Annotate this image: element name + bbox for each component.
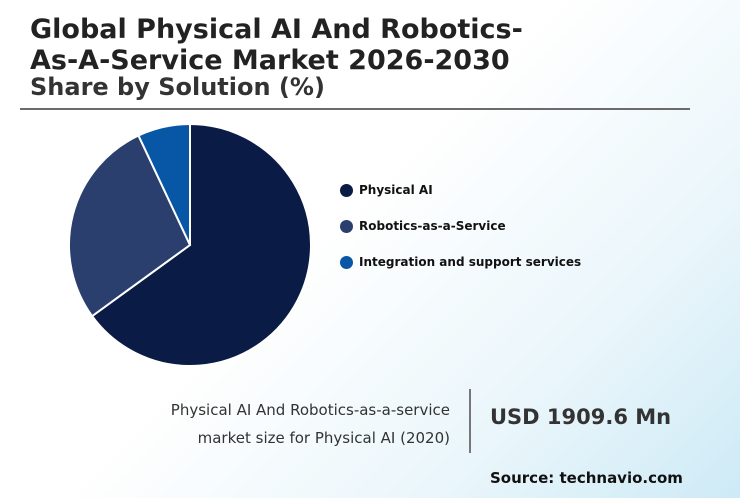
chart-subtitle: Share by Solution (%) [30, 73, 325, 101]
legend-item: Physical AI [340, 172, 581, 208]
chart-legend: Physical AI Robotics-as-a-Service Integrat… [340, 172, 581, 280]
legend-item: Robotics-as-a-Service [340, 208, 581, 244]
legend-item: Integration and support services [340, 244, 581, 280]
legend-label: Physical AI [359, 183, 433, 197]
stat-value: USD 1909.6 Mn [490, 405, 672, 429]
title-divider [20, 108, 690, 110]
source-credit: Source: technavio.com [490, 469, 683, 487]
legend-label: Integration and support services [359, 255, 582, 269]
pie-slice-physical-ai [90, 122, 312, 367]
stat-label: Physical AI And Robotics-as-a-service ma… [120, 396, 450, 452]
chart-title: Global Physical AI And Robotics-As-A-Ser… [30, 14, 523, 76]
legend-swatch [340, 219, 353, 233]
stat-label-line2: market size for Physical AI (2020) [197, 429, 450, 447]
pie-slice-integration-and-support-services [137, 122, 191, 246]
stat-label-line1: Physical AI And Robotics-as-a-service [170, 401, 450, 419]
pie-chart [68, 122, 312, 367]
legend-swatch [340, 183, 353, 197]
legend-label: Robotics-as-a-Service [359, 219, 506, 233]
stat-divider [469, 389, 471, 453]
legend-swatch [340, 255, 353, 269]
pie-slice-robotics-as-a-service [68, 134, 192, 318]
